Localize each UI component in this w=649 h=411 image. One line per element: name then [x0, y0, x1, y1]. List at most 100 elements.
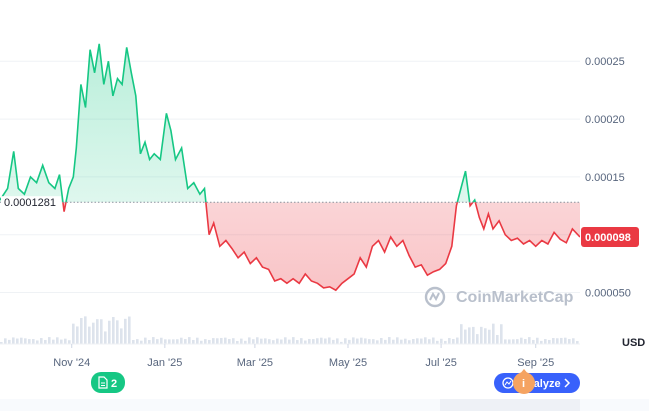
area-below-reference [62, 202, 580, 291]
x-tick-label: Mar '25 [237, 357, 273, 369]
volume-bar [16, 338, 19, 344]
info-marker[interactable]: i [513, 369, 535, 394]
volume-bar [536, 337, 539, 344]
volume-bar [300, 338, 303, 344]
volume-bar [256, 337, 259, 344]
volume-bar [244, 340, 247, 344]
volume-bar [456, 337, 459, 344]
volume-bar [120, 328, 123, 344]
y-tick-label: 0.00025 [585, 56, 625, 68]
volume-bar [344, 338, 347, 344]
volume-bar [64, 338, 67, 344]
volume-bar [228, 339, 231, 344]
volume-bar [348, 339, 351, 344]
volume-bar [152, 337, 155, 344]
volume-bar [156, 339, 159, 344]
volume-bar [576, 341, 579, 344]
x-tick-label: Jul '25 [425, 357, 456, 369]
volume-bar [68, 340, 71, 344]
volume-bar [524, 339, 527, 344]
volume-bar [96, 319, 99, 344]
volume-bar [268, 339, 271, 344]
volume-bar [172, 339, 175, 344]
current-price-label: 0.000098 [585, 232, 631, 244]
current-price-tag: 0.000098 [581, 227, 639, 248]
x-tick-label: Nov '24 [53, 357, 90, 369]
volume-bar [380, 338, 383, 344]
volume-bar [528, 337, 531, 344]
volume-bar [180, 337, 183, 344]
volume-bar [512, 339, 515, 344]
y-tick-label: 0.00020 [585, 114, 625, 126]
volume-bar [492, 323, 495, 344]
volume-bar [284, 337, 287, 344]
volume-bar [336, 338, 339, 344]
analyze-button[interactable]: Analyze [494, 373, 580, 393]
volume-bar [436, 340, 439, 344]
watermark-text: CoinMarketCap [456, 289, 574, 306]
info-icon: i [522, 378, 525, 390]
volume-bar [12, 337, 15, 344]
volume-bar [352, 337, 355, 344]
volume-bar [444, 340, 447, 344]
volume-bar [480, 326, 483, 344]
document-icon [98, 376, 108, 389]
volume-bar [452, 339, 455, 344]
volume-bar [288, 339, 291, 344]
volume-bar [232, 338, 235, 344]
volume-bar [116, 320, 119, 344]
volume-bar [36, 340, 39, 344]
navigator-strip [0, 399, 649, 411]
reference-label-bg [1, 196, 61, 211]
volume-bar [136, 339, 139, 344]
volume-bar [168, 339, 171, 344]
y-axis: 0.00025 0.00020 0.00015 0.000050 [585, 56, 631, 299]
volume-bar [424, 337, 427, 344]
volume-bar [304, 340, 307, 344]
volume-bar [24, 338, 27, 344]
volume-bar [556, 338, 559, 344]
volume-bar [200, 340, 203, 344]
volume-bar [324, 338, 327, 344]
volume-bar [460, 324, 463, 344]
volume-bar [0, 342, 3, 344]
volume-bar [276, 338, 279, 344]
volume-bar [280, 339, 283, 344]
volume-bar [420, 338, 423, 344]
volume-bar [44, 339, 47, 344]
volume-bar [184, 339, 187, 344]
volume-bar [92, 322, 95, 344]
volume-bars [0, 316, 579, 344]
volume-bar [248, 337, 251, 344]
volume-bar [148, 339, 151, 344]
volume-bar [500, 324, 503, 344]
volume-bar [80, 317, 83, 344]
volume-bar [488, 329, 491, 344]
volume-bar [440, 338, 443, 344]
volume-bar [372, 339, 375, 344]
volume-bar [328, 337, 331, 344]
volume-bar [208, 339, 211, 344]
volume-bar [252, 339, 255, 344]
volume-bar [564, 337, 567, 344]
area-above-reference [0, 43, 580, 203]
volume-bar [340, 341, 343, 344]
volume-bar [264, 338, 267, 344]
volume-bar [52, 339, 55, 344]
volume-bar [236, 340, 239, 344]
volume-bar [560, 337, 563, 344]
volume-bar [212, 338, 215, 344]
volume-bar [132, 340, 135, 344]
volume-bar [388, 337, 391, 344]
news-badge[interactable]: 2 [91, 372, 125, 393]
volume-bar [484, 328, 487, 344]
volume-bar [520, 337, 523, 344]
volume-bar [544, 339, 547, 344]
volume-bar [312, 339, 315, 344]
volume-bar [360, 337, 363, 344]
volume-bar [292, 337, 295, 344]
news-count: 2 [111, 378, 117, 390]
volume-bar [272, 340, 275, 344]
volume-bar [188, 337, 191, 344]
